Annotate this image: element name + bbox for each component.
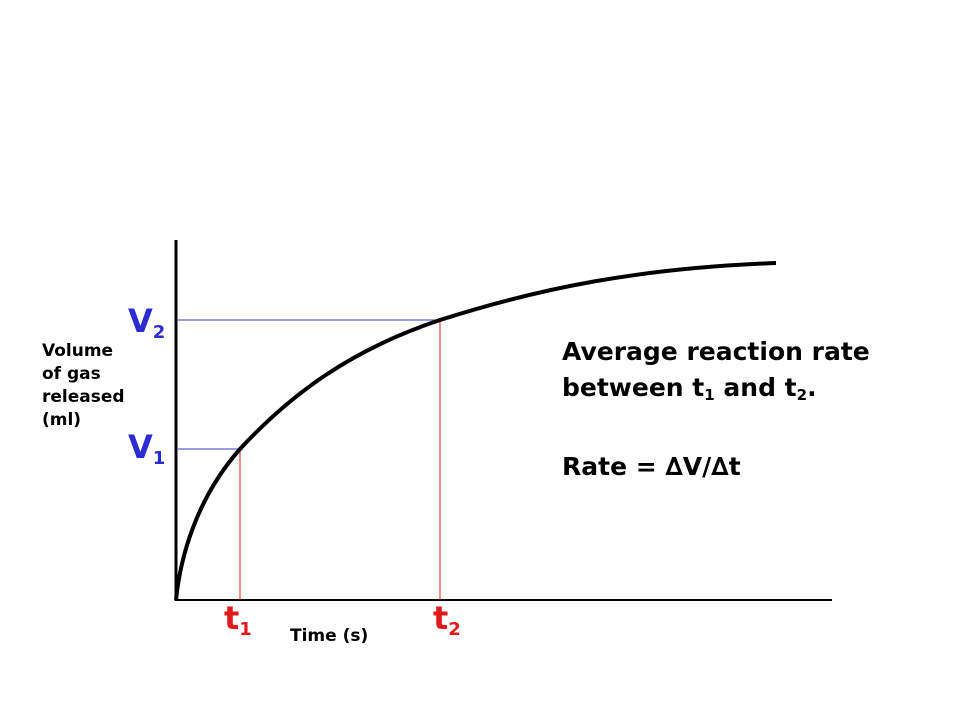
v1-label-main: V <box>128 428 153 466</box>
y-axis-label-line: released <box>42 387 125 407</box>
t2-label-main: t <box>433 599 449 637</box>
note-line-2-mid: and t <box>714 373 797 402</box>
note-line-2-pre: between t <box>562 373 705 402</box>
v1-label-sub: 1 <box>152 448 166 469</box>
rate-formula: Rate = ∆V/∆t <box>562 452 741 481</box>
t1-label: t1 <box>224 602 252 639</box>
y-axis-label-line: (ml) <box>42 410 82 430</box>
t2-label: t2 <box>433 602 461 639</box>
x-axis-label: Time (s) <box>290 626 369 646</box>
v2-label-main: V <box>128 302 153 340</box>
note-line-1: Average reaction rate <box>562 337 870 366</box>
t1-label-sub: 1 <box>239 619 252 640</box>
v2-label: V2 <box>128 305 165 342</box>
note-line-2-end: . <box>807 373 817 402</box>
note-line-2: between t1 and t2. <box>562 370 870 413</box>
y-axis-label-line: Volume <box>42 341 114 361</box>
rate-note: Average reaction rate between t1 and t2.… <box>562 334 870 485</box>
y-axis-label: Volume of gas released (ml) <box>42 340 125 432</box>
v2-label-sub: 2 <box>152 322 166 343</box>
note-spacer <box>562 413 870 449</box>
gas-volume-curve <box>174 261 777 601</box>
v1-label: V1 <box>128 431 165 468</box>
note-sub-2: 2 <box>796 386 808 404</box>
note-sub-1: 1 <box>704 386 715 404</box>
t2-label-sub: 2 <box>448 619 461 640</box>
y-axis-label-line: of gas <box>42 364 101 384</box>
t1-label-main: t <box>224 599 240 637</box>
